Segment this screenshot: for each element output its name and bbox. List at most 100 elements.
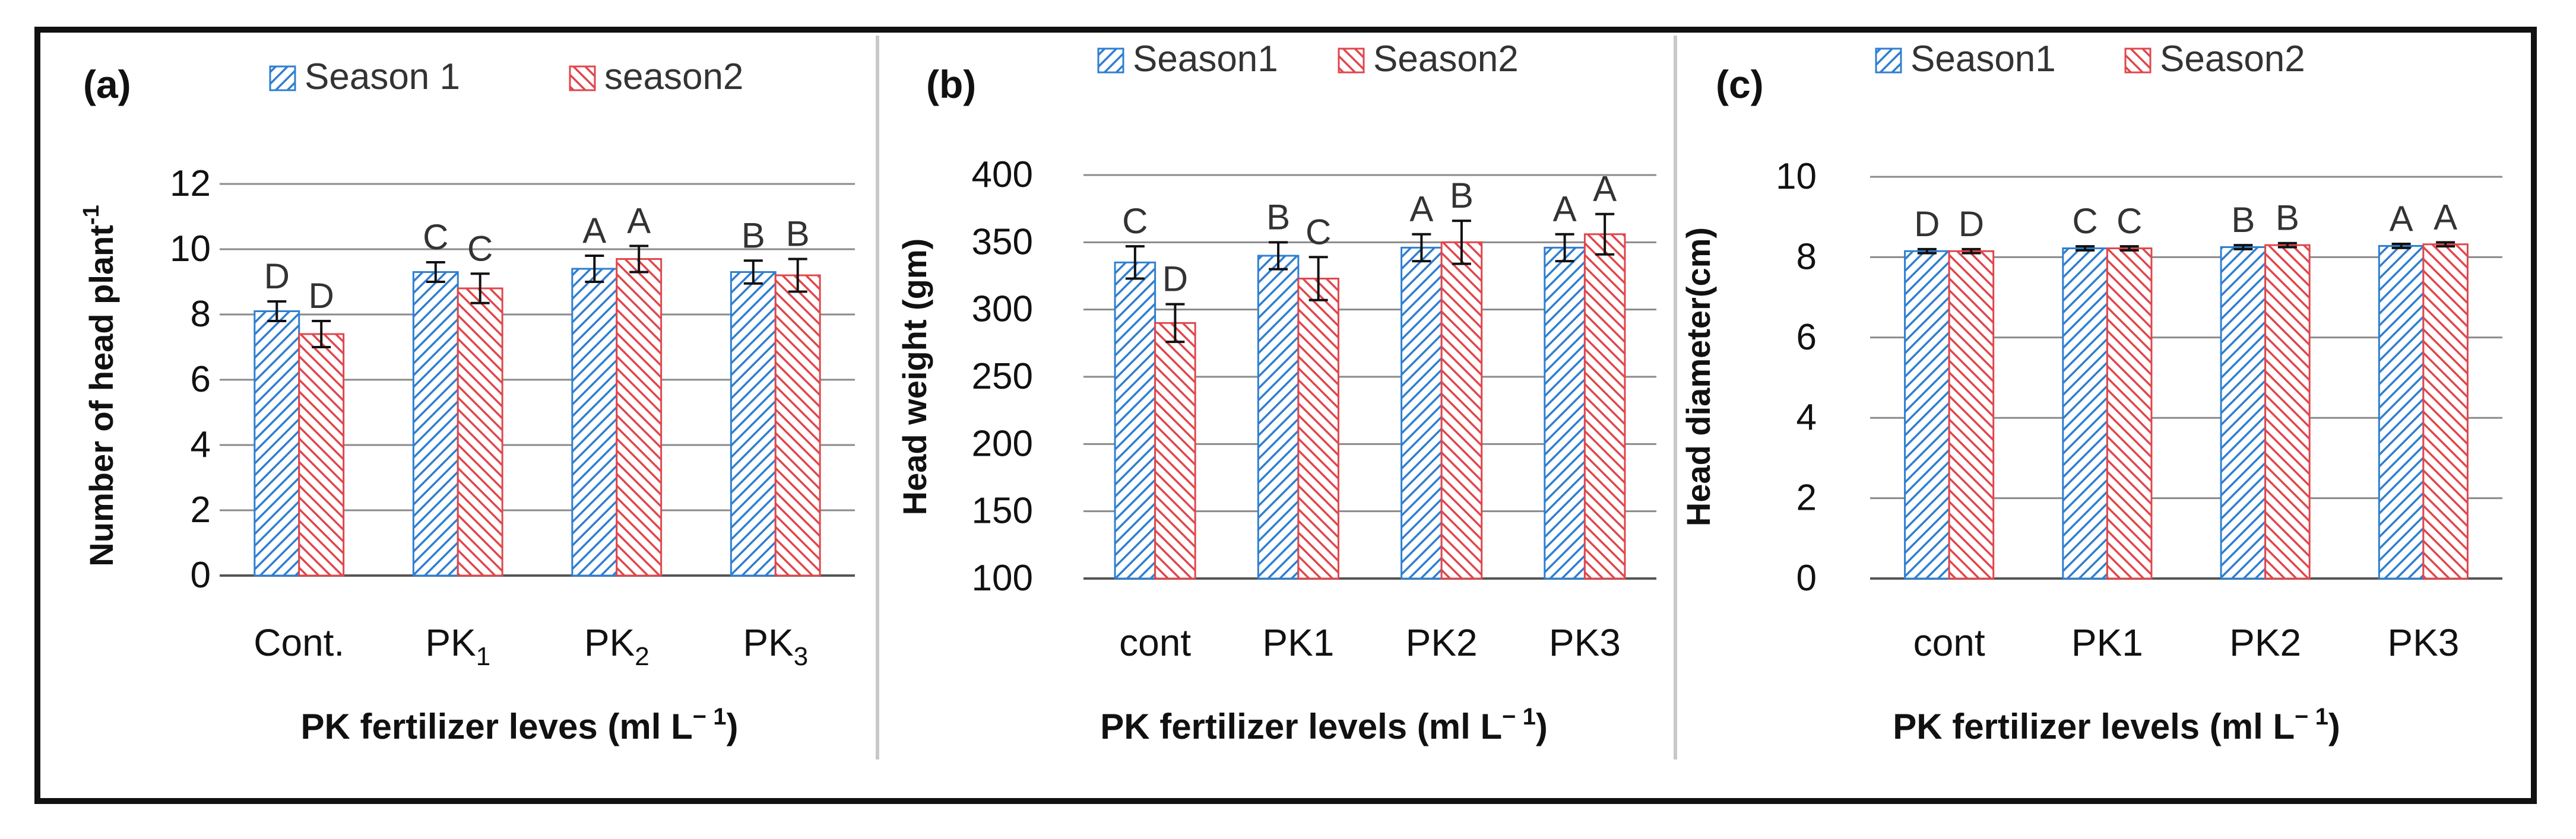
legend-label: Season1	[1910, 39, 2056, 80]
x-tick-label: PK2	[584, 621, 649, 671]
bar	[2220, 246, 2267, 580]
significance-letter: C	[467, 228, 493, 268]
bar	[1257, 255, 1300, 580]
y-tick-label: 4	[191, 424, 211, 465]
x-axis-title-end: )	[1536, 707, 1548, 746]
x-tick-text: PK	[584, 621, 635, 664]
y-tick-label: 6	[1796, 317, 1817, 358]
y-axis-title: Head diameter(cm)	[1680, 227, 1717, 526]
bar	[774, 274, 821, 577]
significance-letter: B	[2231, 200, 2255, 240]
significance-letter: D	[264, 256, 290, 296]
significance-letter: C	[1306, 212, 1331, 252]
x-tick-text: Cont.	[254, 621, 344, 664]
x-axis-title-text: PK fertilizer leves (ml L	[301, 707, 693, 746]
significance-letter: A	[582, 211, 606, 250]
bar	[730, 271, 777, 577]
x-tick-label: PK3	[1549, 621, 1621, 664]
legend-swatch	[569, 65, 596, 91]
y-tick-label: 12	[170, 163, 211, 204]
y-axis-title-text: Head weight (gm)	[896, 239, 933, 516]
significance-letter: C	[1122, 201, 1148, 241]
significance-letter: B	[2276, 198, 2299, 238]
y-tick-label: 400	[972, 154, 1033, 195]
bar	[616, 258, 663, 577]
legend-swatch	[1338, 47, 1365, 74]
y-tick-label: 2	[1796, 478, 1817, 519]
legend-label: Season1	[1133, 39, 1278, 80]
legend-swatch	[1097, 47, 1124, 74]
y-tick-label: 150	[972, 491, 1033, 532]
bar	[571, 268, 618, 577]
y-axis-title-superscript: -1	[79, 205, 104, 225]
x-tick-label: PK1	[1262, 621, 1334, 664]
significance-letter: A	[2390, 199, 2413, 239]
bar	[2106, 247, 2153, 580]
bar	[457, 287, 503, 577]
panel-label: (c)	[1716, 62, 1764, 106]
x-tick-subscript: 1	[476, 642, 490, 671]
significance-letter: A	[2434, 197, 2457, 237]
y-tick-label: 6	[191, 359, 211, 400]
significance-letter: C	[2116, 201, 2142, 241]
bar	[1297, 278, 1339, 580]
y-tick-label: 0	[1796, 558, 1817, 599]
y-tick-label: 8	[191, 294, 211, 335]
x-axis-title-end: )	[2328, 707, 2340, 746]
legend-swatch	[2124, 47, 2152, 74]
x-tick-subscript: 3	[794, 642, 808, 671]
bar	[1904, 250, 1950, 580]
y-tick-label: 250	[972, 356, 1033, 397]
panel-label: (a)	[83, 62, 131, 106]
significance-letter: B	[786, 214, 810, 254]
x-tick-text: PK	[743, 621, 793, 664]
y-tick-label: 200	[972, 423, 1033, 464]
legend-label: Season2	[2160, 39, 2305, 80]
x-axis-title: PK fertilizer levels (ml L− 1)	[1893, 704, 2340, 746]
y-axis-title-text: Number of head plant	[83, 225, 120, 567]
legend-swatch	[1875, 47, 1902, 74]
x-axis-title-superscript: − 1	[693, 704, 727, 730]
y-tick-label: 8	[1796, 236, 1817, 277]
x-tick-label: PK2	[1406, 621, 1478, 664]
x-tick-text: PK3	[1549, 621, 1621, 664]
legend-label: Season 1	[305, 56, 460, 97]
x-tick-text: PK2	[2229, 621, 2301, 664]
x-tick-label: PK1	[425, 621, 490, 671]
significance-letter: C	[423, 217, 448, 257]
y-tick-label: 0	[191, 555, 211, 596]
x-axis-title-end: )	[726, 707, 738, 746]
legend-label: Season2	[1373, 39, 1519, 80]
x-tick-text: cont	[1119, 621, 1191, 664]
x-tick-text: cont	[1913, 621, 1985, 664]
significance-letter: D	[1914, 204, 1940, 244]
bar	[2422, 243, 2469, 580]
y-tick-label: 10	[1776, 156, 1817, 197]
bar	[412, 271, 459, 577]
significance-letter: A	[1593, 169, 1617, 209]
x-tick-text: PK2	[1406, 621, 1478, 664]
significance-letter: B	[742, 215, 765, 255]
y-tick-label: 100	[972, 558, 1033, 599]
y-axis-title: Number of head plant-1	[79, 205, 120, 566]
bar	[1114, 261, 1156, 580]
x-axis-title-text: PK fertilizer levels (ml L	[1100, 707, 1502, 746]
x-tick-label: PK2	[2229, 621, 2301, 664]
bar	[2062, 247, 2108, 580]
legend-swatch	[269, 65, 296, 91]
y-axis-title: Head weight (gm)	[896, 239, 933, 516]
x-axis-title-text: PK fertilizer levels (ml L	[1893, 707, 2295, 746]
significance-letter: D	[1959, 204, 1984, 244]
x-tick-label: PK3	[2387, 621, 2459, 664]
significance-letter: A	[627, 201, 651, 241]
bar	[1544, 246, 1586, 580]
significance-letter: B	[1450, 176, 1474, 215]
x-tick-label: Cont.	[254, 621, 344, 664]
x-axis-title: PK fertilizer levels (ml L− 1)	[1100, 704, 1548, 746]
x-tick-text: PK1	[2071, 621, 2143, 664]
y-axis-title-text: Head diameter(cm)	[1680, 227, 1717, 526]
